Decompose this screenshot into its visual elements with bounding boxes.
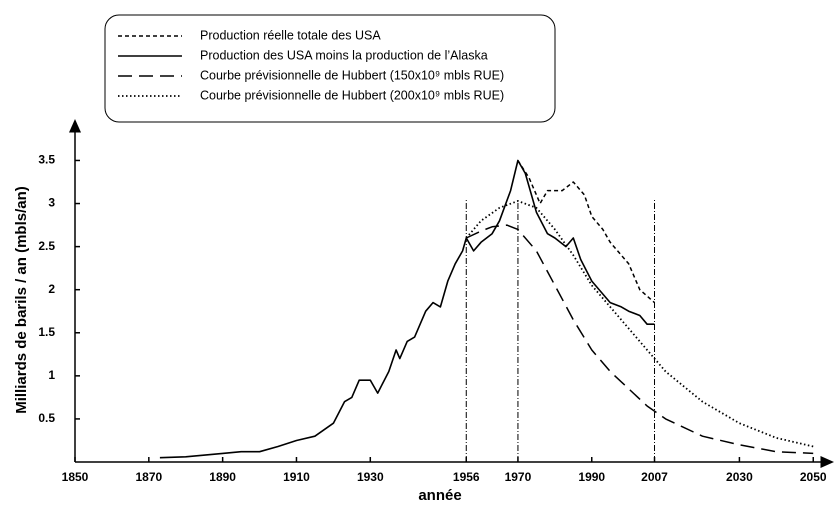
legend-label: Production réelle totale des USA [200,28,381,42]
legend-label: Production des USA moins la production d… [200,48,488,62]
x-tick-label: 1970 [505,470,532,484]
legend-label: Courbe prévisionnelle de Hubbert (150x10… [200,68,504,82]
x-tick-label: 1890 [209,470,236,484]
x-tick-label: 1956 [453,470,480,484]
x-tick-label: 2050 [800,470,827,484]
legend-label: Courbe prévisionnelle de Hubbert (200x10… [200,88,504,102]
y-tick-label: 3.5 [38,153,55,167]
y-tick-label: 0.5 [38,411,55,425]
x-tick-label: 1910 [283,470,310,484]
legend-box [104,14,556,123]
y-tick-label: 3 [48,196,55,210]
y-tick-label: 2.5 [38,239,55,253]
series-line [465,224,814,455]
x-tick-label: 1870 [135,470,162,484]
x-tick-label: 1990 [578,470,605,484]
y-tick-label: 2 [48,282,55,296]
y-tick-label: 1.5 [38,325,55,339]
x-tick-label: 2007 [641,470,668,484]
x-tick-label: 1930 [357,470,384,484]
x-tick-label: 2030 [726,470,753,484]
y-tick-label: 1 [48,368,55,382]
series-line [517,160,655,304]
x-tick-label: 1850 [62,470,89,484]
series-line [465,200,814,448]
series-line [159,159,655,459]
x-axis-label: année [418,487,461,504]
y-axis-label: Milliards de barils / an (mbls/an) [13,186,30,414]
